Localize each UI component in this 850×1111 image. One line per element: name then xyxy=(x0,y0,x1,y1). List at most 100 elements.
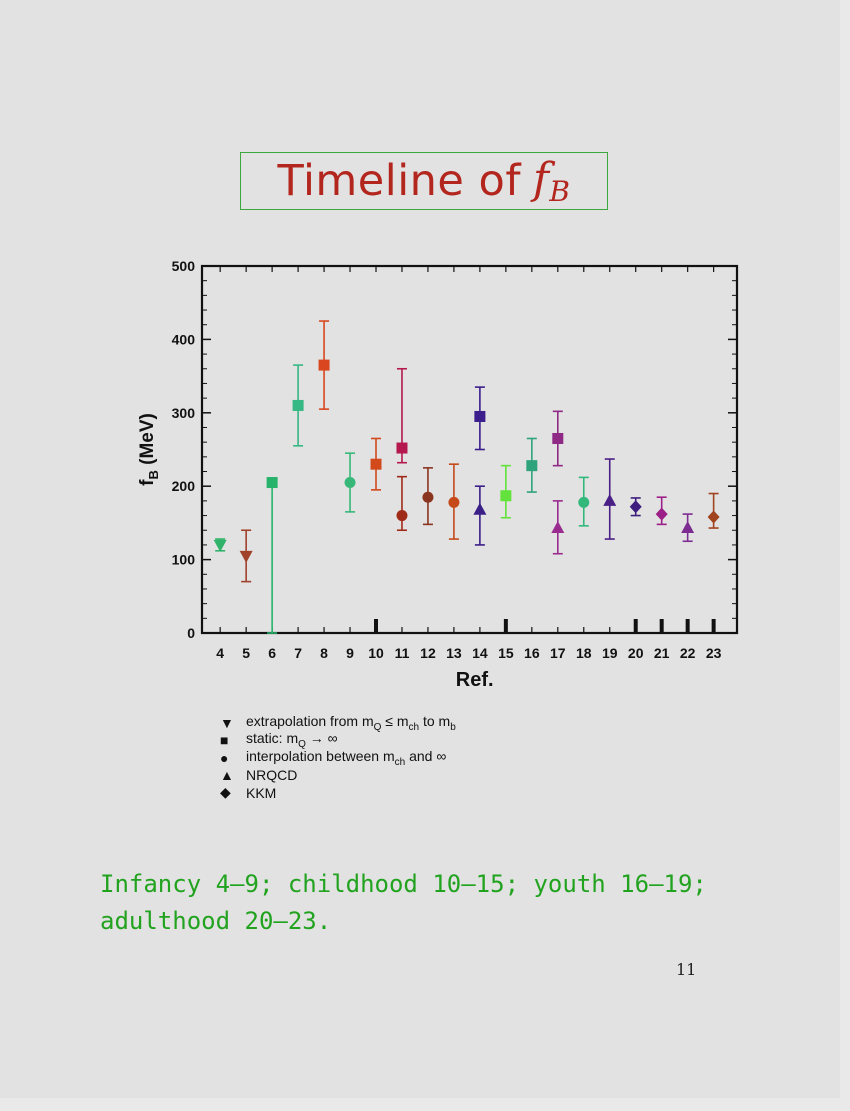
era-caption: Infancy 4–9; childhood 10–15; youth 16–1… xyxy=(100,866,780,940)
legend-item-tri-down: ▼ extrapolation from mQ ≤ mch to mb xyxy=(220,712,456,733)
x-tick-label: 13 xyxy=(446,645,462,661)
data-point-ref-22-tri-up xyxy=(681,513,695,543)
data-point-ref-12-circle xyxy=(422,467,434,526)
circle-marker-icon: ● xyxy=(220,749,229,766)
legend-item-square: ■ static: mQ → ∞ xyxy=(220,730,456,751)
y-label-unit: (MeV) xyxy=(137,413,158,470)
y-axis-label: fB (MeV) xyxy=(137,413,161,486)
data-point-ref-14-tri-up xyxy=(473,485,487,546)
x-tick-label: 22 xyxy=(680,645,696,661)
triangle-up-marker xyxy=(681,521,695,534)
circle-marker xyxy=(448,496,460,508)
x-tick-label: 19 xyxy=(602,645,618,661)
x-tick-label: 4 xyxy=(216,645,224,661)
x-tick-label: 12 xyxy=(420,645,436,661)
x-tick-label: 20 xyxy=(628,645,644,661)
triangle-up-marker xyxy=(473,502,487,515)
data-point-ref-8-square xyxy=(318,320,330,410)
square-marker xyxy=(266,477,278,489)
data-point-ref-7-square xyxy=(292,364,304,447)
legend-label: interpolation between mch and ∞ xyxy=(246,747,447,768)
circle-marker xyxy=(344,477,356,489)
legend-item-diamond: ◆ KKM xyxy=(220,784,456,802)
data-point-ref-11-circle xyxy=(396,475,408,532)
legend-label: static: mQ → ∞ xyxy=(246,730,338,751)
square-marker xyxy=(526,460,538,472)
triangle-up-marker xyxy=(551,521,565,534)
chart-legend: ▼ extrapolation from mQ ≤ mch to mb ■ stati… xyxy=(220,712,456,802)
legend-label: KKM xyxy=(246,784,277,801)
square-marker xyxy=(474,410,486,422)
legend-item-circle: ● interpolation between mch and ∞ xyxy=(220,747,456,768)
square-marker xyxy=(370,458,382,470)
y-label-subscript: B xyxy=(146,470,161,479)
data-point-ref-23-diamond xyxy=(707,492,720,529)
diamond-marker xyxy=(629,500,642,514)
title-text: Timeline of xyxy=(277,156,521,206)
fb-timeline-chart: 0 100 200 300 400 500 4 5 6 7 8 9 10 11 12 13 14 15 16 17 18… xyxy=(137,258,739,691)
x-tick-label: 15 xyxy=(498,645,514,661)
legend-item-tri-up: ▲ NRQCD xyxy=(220,767,456,785)
slide-title: Timeline of fB xyxy=(240,152,608,210)
x-tick-label: 6 xyxy=(268,645,276,661)
caption-line-1: Infancy 4–9; childhood 10–15; youth 16–1… xyxy=(100,870,707,898)
page-number: 11 xyxy=(676,960,697,979)
data-point-ref-20-diamond xyxy=(629,497,642,517)
x-tick-label: 17 xyxy=(550,645,566,661)
x-tick-label: 10 xyxy=(368,645,384,661)
title-symbol: fB xyxy=(532,154,571,208)
square-marker-icon: ■ xyxy=(220,732,229,749)
y-tick-label: 400 xyxy=(172,331,196,347)
data-point-ref-5-tri-down xyxy=(239,529,253,583)
square-marker xyxy=(552,432,564,444)
caption-line-2: adulthood 20–23. xyxy=(100,907,332,935)
diamond-marker xyxy=(707,510,720,524)
data-point-ref-11-square xyxy=(396,367,408,464)
square-marker xyxy=(500,490,512,502)
y-tick-label: 500 xyxy=(172,258,196,274)
data-point-ref-6-square xyxy=(266,477,278,634)
tri-up-marker-icon: ▲ xyxy=(220,767,234,784)
legend-label: NRQCD xyxy=(246,767,298,784)
data-point-ref-16-square xyxy=(526,437,538,493)
y-tick-label: 100 xyxy=(172,552,196,568)
square-marker xyxy=(396,442,408,454)
y-tick-label: 300 xyxy=(172,405,196,421)
data-point-ref-4-tri-down xyxy=(213,538,227,552)
x-tick-label: 7 xyxy=(294,645,302,661)
circle-marker xyxy=(578,496,590,508)
y-tick-label: 0 xyxy=(187,625,195,641)
circle-marker xyxy=(422,491,434,503)
square-marker xyxy=(318,359,330,371)
x-tick-label: 9 xyxy=(346,645,354,661)
x-tick-label: 23 xyxy=(706,645,722,661)
x-tick-label: 8 xyxy=(320,645,328,661)
data-point-ref-19-tri-up xyxy=(603,458,617,540)
triangle-down-marker xyxy=(213,539,227,552)
x-tick-label: 11 xyxy=(395,645,410,661)
triangle-up-marker xyxy=(603,493,617,506)
x-axis-label: Ref. xyxy=(456,669,494,691)
data-point-ref-18-circle xyxy=(578,476,590,527)
x-tick-label: 16 xyxy=(524,645,540,661)
data-point-ref-21-diamond xyxy=(655,496,668,526)
x-tick-label: 21 xyxy=(654,645,670,661)
data-point-ref-9-circle xyxy=(344,452,356,513)
y-label-symbol: f xyxy=(137,479,158,486)
square-marker xyxy=(292,399,304,411)
legend-label: extrapolation from mQ ≤ mch to mb xyxy=(246,712,456,733)
slide: Timeline of fB 0 100 200 300 400 500 4 5 6 7 8 9 10 1… xyxy=(100,152,780,979)
triangle-down-marker xyxy=(239,550,253,563)
data-point-ref-17-square xyxy=(552,410,564,467)
plot-frame xyxy=(200,264,739,635)
data-point-ref-14-square xyxy=(474,386,486,451)
data-point-ref-17-tri-up xyxy=(551,500,565,555)
diamond-marker-icon: ◆ xyxy=(220,784,231,801)
x-tick-label: 18 xyxy=(576,645,592,661)
tri-down-marker-icon: ▼ xyxy=(220,714,234,731)
data-point-ref-15-square xyxy=(500,464,512,519)
circle-marker xyxy=(396,510,408,522)
data-point-ref-10-square xyxy=(370,437,382,491)
data-point-ref-13-circle xyxy=(448,463,460,540)
x-tick-label: 14 xyxy=(472,645,488,661)
